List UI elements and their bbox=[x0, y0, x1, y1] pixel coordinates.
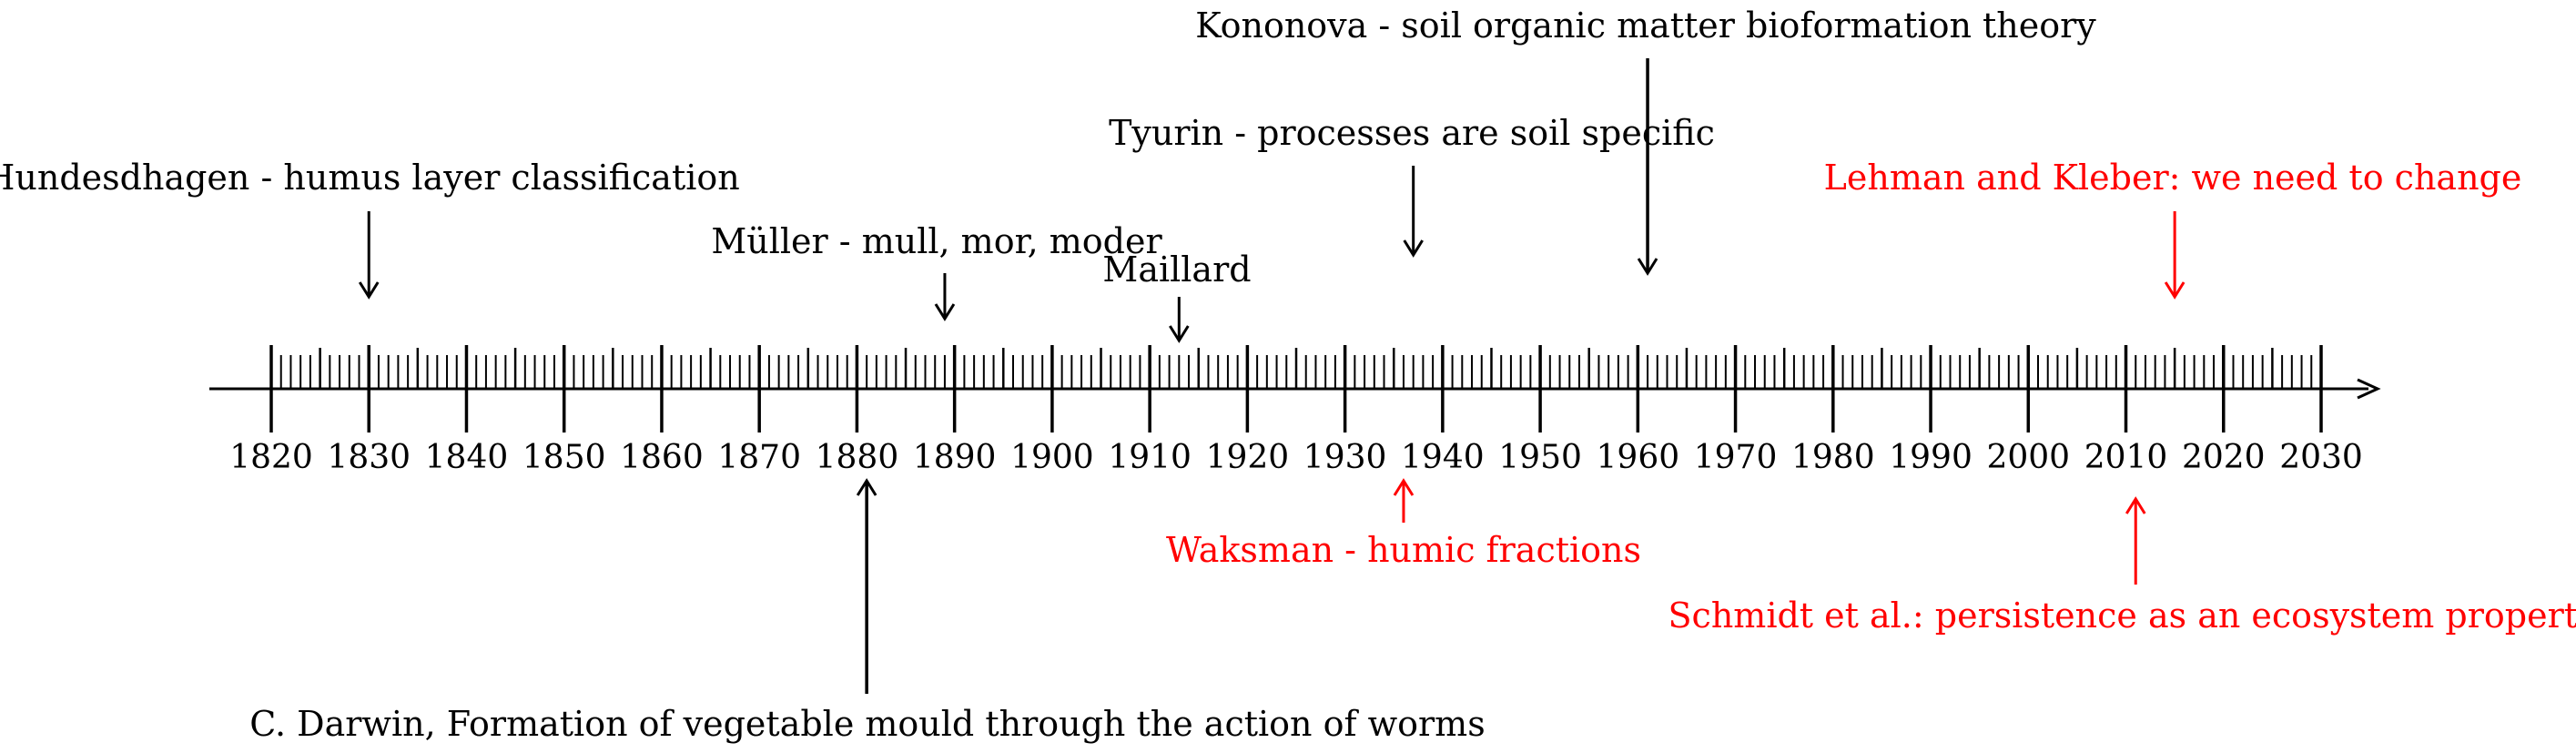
waksman-arrowhead-icon bbox=[1393, 478, 1415, 496]
axis-year-label: 2030 bbox=[2279, 439, 2363, 476]
event-waksman: Waksman - humic fractions bbox=[1166, 478, 1641, 570]
axis-year-label: 1820 bbox=[229, 439, 313, 476]
waksman-label: Waksman - humic fractions bbox=[1166, 530, 1641, 570]
axis-year-label: 1830 bbox=[327, 439, 411, 476]
axis-year-label: 1990 bbox=[1889, 439, 1973, 476]
axis-year-labels: 1820 1830 1840 1850 1860 1870 1880 1890 1900 1910… bbox=[229, 439, 2363, 476]
axis-year-label: 1980 bbox=[1791, 439, 1875, 476]
event-lehman-kleber: Lehman and Kleber: we need to change bbox=[1824, 158, 2522, 300]
event-hundeshagen: Hundesdhagen - humus layer classificatio… bbox=[0, 158, 740, 300]
tyurin-arrowhead-icon bbox=[1403, 239, 1424, 258]
event-tyurin: Tyurin - processes are soil specific bbox=[1109, 113, 1715, 258]
darwin-arrowhead-icon bbox=[856, 478, 877, 496]
muller-label: Müller - mull, mor, moder bbox=[711, 221, 1162, 261]
axis-year-label: 2020 bbox=[2182, 439, 2266, 476]
tyurin-label: Tyurin - processes are soil specific bbox=[1109, 113, 1715, 153]
axis-year-label: 1940 bbox=[1401, 439, 1485, 476]
axis-year-label: 1920 bbox=[1206, 439, 1290, 476]
kononova-label: Kononova - soil organic matter bioformat… bbox=[1195, 5, 2096, 46]
axis-year-label: 1850 bbox=[522, 439, 606, 476]
axis-year-label: 1880 bbox=[816, 439, 899, 476]
event-schmidt: Schmidt et al.: persistence as an ecosys… bbox=[1668, 496, 2576, 636]
axis-year-label: 1960 bbox=[1597, 439, 1680, 476]
axis-year-label: 2010 bbox=[2084, 439, 2168, 476]
axis-ticks bbox=[269, 345, 2323, 432]
lehman-kleber-label: Lehman and Kleber: we need to change bbox=[1824, 158, 2522, 198]
axis-year-label: 1910 bbox=[1108, 439, 1192, 476]
muller-arrowhead-icon bbox=[934, 303, 956, 321]
hundeshagen-label: Hundesdhagen - humus layer classificatio… bbox=[0, 158, 740, 198]
kononova-arrowhead-icon bbox=[1637, 258, 1658, 276]
axis-arrowhead-icon bbox=[2357, 378, 2381, 400]
axis-year-label: 1950 bbox=[1498, 439, 1582, 476]
darwin-label: C. Darwin, Formation of vegetable mould … bbox=[249, 704, 1485, 744]
axis-year-label: 2000 bbox=[1986, 439, 2070, 476]
event-muller: Müller - mull, mor, moder bbox=[711, 221, 1162, 321]
lehman-kleber-arrowhead-icon bbox=[2164, 281, 2186, 300]
maillard-arrowhead-icon bbox=[1169, 325, 1190, 343]
schmidt-arrowhead-icon bbox=[2125, 496, 2146, 514]
event-darwin: C. Darwin, Formation of vegetable mould … bbox=[249, 478, 1486, 744]
event-kononova: Kononova - soil organic matter bioformat… bbox=[1195, 5, 2096, 276]
axis-year-label: 1890 bbox=[913, 439, 997, 476]
maillard-label: Maillard bbox=[1102, 249, 1251, 290]
axis-year-label: 1840 bbox=[425, 439, 509, 476]
axis-year-label: 1860 bbox=[620, 439, 704, 476]
event-maillard: Maillard bbox=[1102, 249, 1252, 343]
axis-year-label: 1900 bbox=[1010, 439, 1094, 476]
axis-year-label: 1870 bbox=[717, 439, 801, 476]
axis-year-label: 1930 bbox=[1303, 439, 1387, 476]
schmidt-label: Schmidt et al.: persistence as an ecosys… bbox=[1668, 595, 2576, 636]
hundeshagen-arrowhead-icon bbox=[358, 281, 380, 300]
axis-year-label: 1970 bbox=[1694, 439, 1778, 476]
